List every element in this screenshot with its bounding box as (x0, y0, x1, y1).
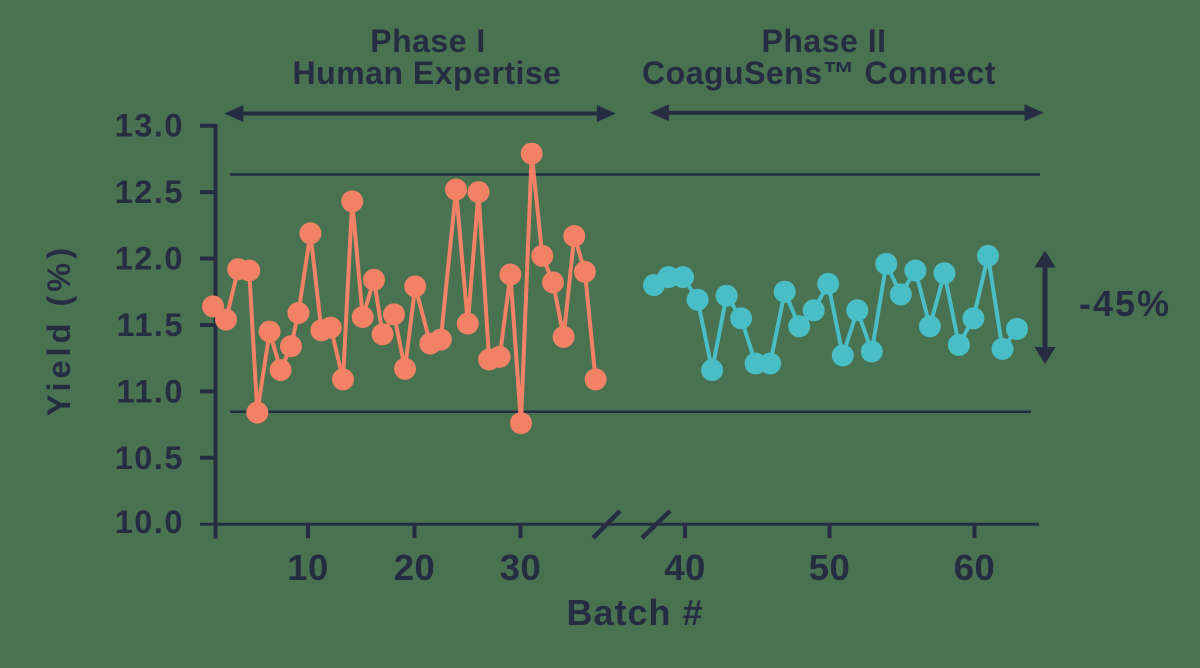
svg-text:Yield (%): Yield (%) (41, 244, 77, 416)
svg-text:30: 30 (500, 547, 542, 588)
svg-text:Human Expertise: Human Expertise (293, 55, 562, 91)
svg-text:Phase II: Phase II (762, 23, 887, 59)
svg-text:CoaguSens™ Connect: CoaguSens™ Connect (642, 55, 996, 91)
svg-text:Batch #: Batch # (566, 592, 703, 633)
svg-text:40: 40 (664, 547, 706, 588)
svg-text:60: 60 (954, 547, 996, 588)
svg-text:12.0: 12.0 (115, 241, 184, 277)
svg-text:12.5: 12.5 (115, 174, 184, 210)
svg-text:50: 50 (809, 547, 851, 588)
svg-text:11.5: 11.5 (117, 307, 184, 343)
svg-text:10.0: 10.0 (115, 504, 184, 540)
svg-text:Phase I: Phase I (370, 23, 486, 59)
svg-text:10: 10 (287, 547, 329, 588)
svg-text:20: 20 (394, 547, 436, 588)
svg-text:13.0: 13.0 (115, 108, 184, 144)
svg-text:10.5: 10.5 (115, 440, 184, 476)
svg-text:11.0: 11.0 (117, 373, 184, 409)
svg-text:-45%: -45% (1079, 283, 1171, 324)
